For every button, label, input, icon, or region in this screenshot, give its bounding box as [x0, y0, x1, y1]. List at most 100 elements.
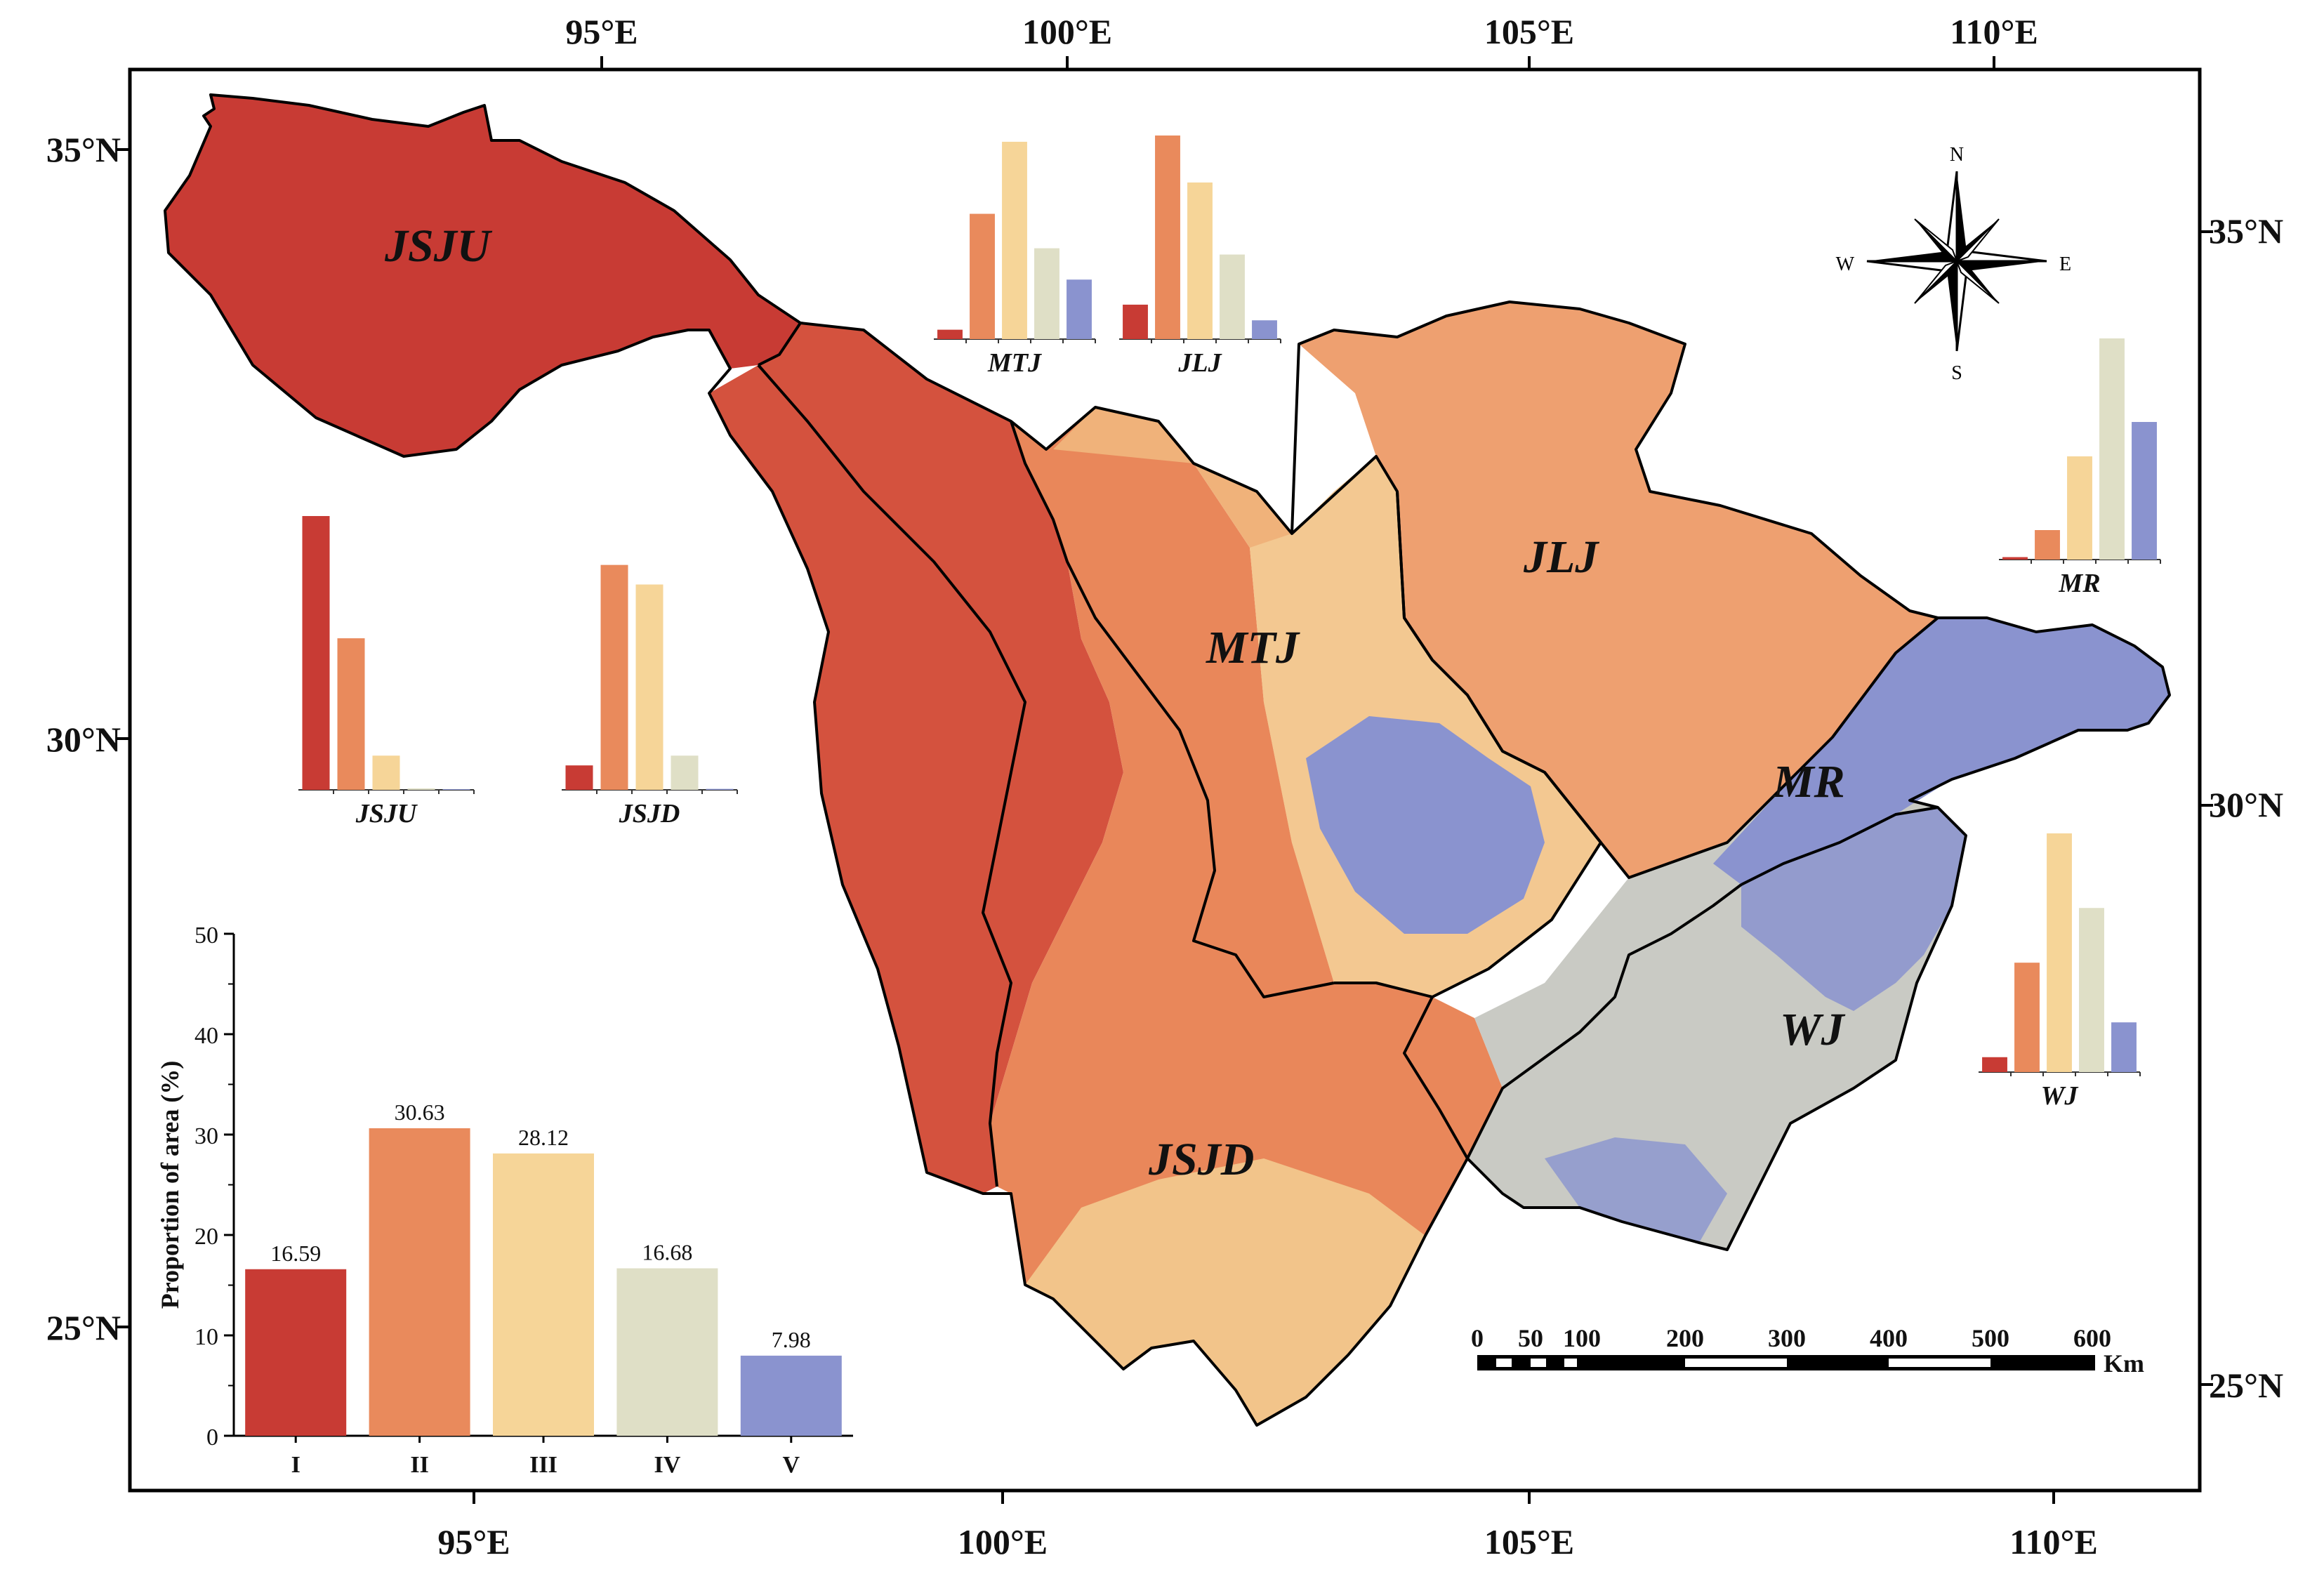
- main-chart-bar: [369, 1128, 470, 1436]
- charts-layer: 0 10 20 30 40 50 Proportion of area (%) 16.59 I 3…: [156, 136, 2161, 1478]
- inset-chart-bar: [2099, 338, 2125, 560]
- coordinate-ticks: [117, 56, 2213, 1504]
- inset-chart-bar: [337, 638, 365, 790]
- main-chart-y-tick-label: 50: [194, 923, 218, 949]
- basin-outline: [164, 93, 2171, 1427]
- inset-chart-bar: [442, 789, 470, 790]
- right-lat-label: 30°N: [2209, 785, 2283, 824]
- region-label-jlj: JLJ: [1523, 531, 1599, 583]
- main-chart-category-label: III: [529, 1452, 557, 1478]
- main-chart-y-label: Proportion of area (%): [156, 1061, 184, 1309]
- inset-chart-bar: [2035, 530, 2060, 560]
- main-chart-value-label: 16.68: [642, 1239, 692, 1264]
- region-mtj-blue-area: [1306, 716, 1545, 934]
- main-chart-category-label: II: [410, 1452, 428, 1478]
- basin-regions: [165, 95, 2170, 1425]
- inset-chart-bar: [302, 516, 330, 790]
- scale-tick-label: 50: [1518, 1324, 1543, 1352]
- region-wj-south-blue-area: [1545, 1137, 1727, 1243]
- main-chart-y-tick-label: 10: [194, 1324, 218, 1350]
- region-label-jsju: JSJU: [384, 220, 493, 272]
- scale-tick-label: 300: [1768, 1324, 1806, 1352]
- scale-tick-label: 200: [1666, 1324, 1704, 1352]
- region-mtj-west-area: [709, 323, 1123, 1194]
- bottom-lon-label: 110°E: [2009, 1522, 2098, 1561]
- inset-chart-title: JSJD: [619, 799, 680, 828]
- main-chart-y-tick-label: 20: [194, 1224, 218, 1250]
- inset-chart-title: JSJU: [355, 799, 418, 828]
- region-label-mr: MR: [1772, 756, 1845, 807]
- left-lat-label: 25°N: [46, 1308, 121, 1347]
- main-chart-y-tick-label: 40: [194, 1023, 218, 1049]
- inset-chart-title: WJ: [2041, 1081, 2079, 1111]
- inset-chart-bar: [2111, 1022, 2137, 1072]
- main-chart-value-label: 16.59: [270, 1241, 321, 1266]
- scale-unit-label: Km: [2104, 1349, 2144, 1378]
- bottom-lon-label: 100°E: [958, 1522, 1048, 1561]
- inset-chart-bar: [1067, 279, 1092, 339]
- right-lat-label: 35°N: [2209, 211, 2283, 251]
- boundary-jsjd-east: [1403, 996, 1469, 1159]
- inset-chart-bar: [2132, 422, 2157, 560]
- region-label-jsjd: JSJD: [1148, 1134, 1254, 1185]
- left-lat-label: 30°N: [46, 720, 121, 759]
- inset-chart-bar: [1220, 254, 1245, 339]
- region-jlj-area: [1299, 302, 1938, 878]
- inset-chart-bar: [2047, 833, 2072, 1072]
- main-chart-bar: [616, 1268, 718, 1436]
- inset-chart-bar: [2014, 963, 2040, 1072]
- boundary-upper-mid: [757, 364, 1026, 1187]
- bottom-lon-label: 95°E: [437, 1522, 510, 1561]
- boundary-mr-wj: [1466, 883, 1743, 1159]
- top-lon-label: 100°E: [1022, 12, 1112, 51]
- inset-chart-title: MR: [2058, 569, 2100, 598]
- main-chart-category-label: V: [783, 1452, 800, 1478]
- inset-chart-bar: [970, 213, 995, 339]
- top-lon-label: 110°E: [1950, 12, 2038, 51]
- inset-chart-bar: [1034, 248, 1059, 339]
- scale-tick-label: 400: [1870, 1324, 1908, 1352]
- main-chart-value-label: 28.12: [518, 1125, 569, 1150]
- compass-w-label: W: [1836, 253, 1855, 275]
- scale-tick-label: 600: [2073, 1324, 2111, 1352]
- inset-chart-bar: [372, 755, 400, 790]
- region-jsjd-area: [990, 407, 1503, 1425]
- region-boundaries: [164, 93, 2171, 1427]
- scale-tick-label: 500: [1972, 1324, 2009, 1352]
- main-chart-value-label: 30.63: [395, 1099, 445, 1125]
- boundary-jlj-south: [1396, 491, 1939, 879]
- region-jsju-area: [165, 95, 800, 456]
- bottom-lon-label: 105°E: [1484, 1522, 1574, 1561]
- inset-chart-bar: [1187, 182, 1213, 339]
- inset-chart-bar: [2079, 908, 2104, 1072]
- left-lat-label: 35°N: [46, 130, 121, 169]
- main-chart-y-tick-label: 30: [194, 1123, 218, 1149]
- inset-chart-bar: [1982, 1057, 2007, 1072]
- inset-chart-bar: [1252, 320, 1277, 339]
- compass-s-label: S: [1951, 362, 1962, 384]
- compass-n-label: N: [1950, 144, 1964, 166]
- main-chart-y-tick-label: 0: [206, 1425, 218, 1451]
- top-lon-label: 95°E: [565, 12, 638, 51]
- inset-chart-bar: [671, 755, 699, 790]
- main-chart-category-label: IV: [654, 1452, 681, 1478]
- boundary-jsju-jsjd: [758, 322, 802, 366]
- main-chart-bar: [245, 1269, 347, 1436]
- main-chart-bar: [740, 1355, 842, 1436]
- scale-bar: 0 50 100 200 300 400 500 600 Km: [1471, 1324, 2144, 1378]
- compass-rose-icon: N S E W: [1836, 144, 2072, 384]
- boundary-wj: [1741, 806, 1939, 886]
- top-lon-label: 105°E: [1484, 12, 1574, 51]
- boundary-mtj-west: [1010, 421, 1335, 998]
- inset-chart-title: MTJ: [987, 348, 1042, 378]
- inset-chart-bar: [937, 329, 963, 339]
- inset-chart-bar: [1002, 141, 1027, 339]
- inset-chart-bar: [635, 584, 663, 790]
- right-lat-label: 25°N: [2209, 1366, 2283, 1405]
- scale-tick-label: 100: [1563, 1324, 1601, 1352]
- region-label-mtj: MTJ: [1206, 622, 1300, 673]
- inset-chart-bar: [706, 788, 734, 790]
- region-label-wj: WJ: [1780, 1004, 1846, 1055]
